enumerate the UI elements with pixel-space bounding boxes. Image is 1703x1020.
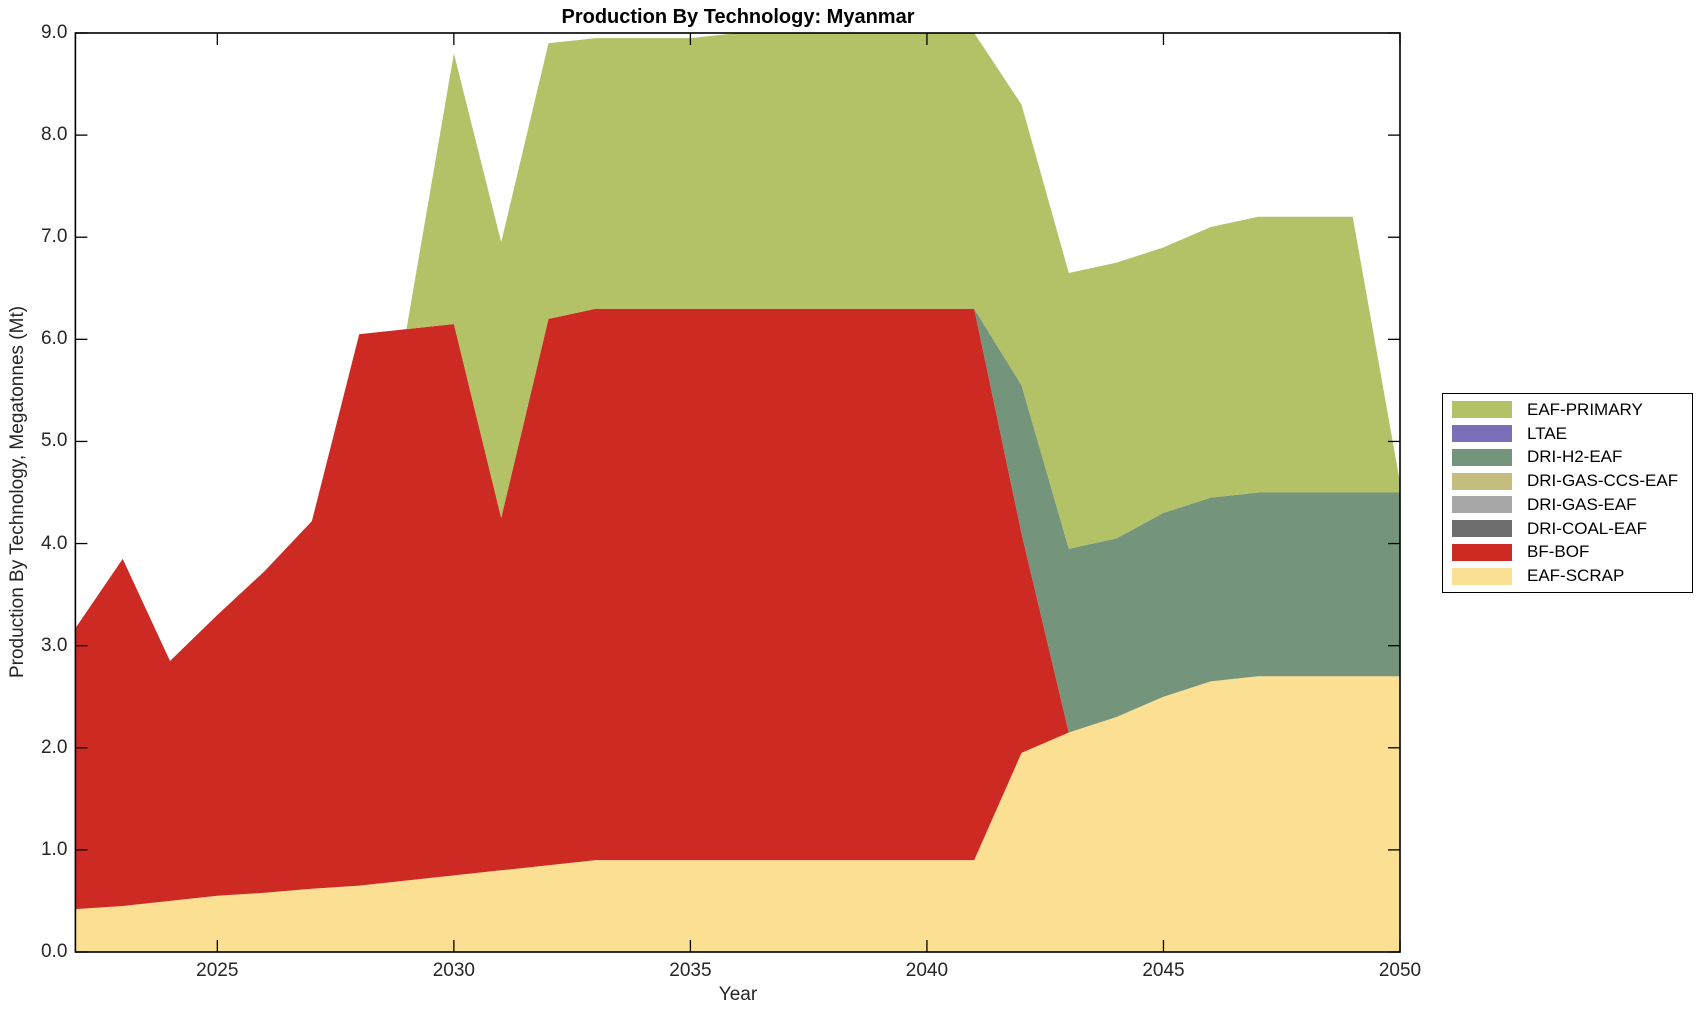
y-tick-label: 3.0 bbox=[40, 634, 68, 656]
legend-label: DRI-GAS-EAF bbox=[1527, 494, 1637, 514]
x-tick-label: 2025 bbox=[196, 960, 239, 981]
x-tick-label: 2030 bbox=[432, 960, 475, 981]
chart-title: Production By Technology: Myanmar bbox=[561, 6, 915, 28]
legend-swatch bbox=[1452, 401, 1512, 419]
y-tick-label: 8.0 bbox=[40, 124, 68, 146]
y-tick-label: 9.0 bbox=[40, 22, 68, 43]
x-tick-label: 2045 bbox=[1142, 960, 1185, 981]
legend-item: LTAE bbox=[1452, 422, 1692, 446]
x-tick-label: 2040 bbox=[905, 960, 949, 981]
y-axis-label: Production By Technology, Megatonnes (Mt… bbox=[7, 305, 28, 679]
y-tick-label: 5.0 bbox=[40, 430, 68, 452]
legend-item: DRI-COAL-EAF bbox=[1452, 517, 1692, 541]
legend-swatch bbox=[1452, 496, 1512, 514]
legend-swatch bbox=[1452, 543, 1512, 561]
y-tick-label: 7.0 bbox=[40, 226, 68, 248]
area-series-bf-bof bbox=[75, 308, 1400, 910]
legend-item: EAF-SCRAP bbox=[1452, 564, 1692, 588]
legend-item: DRI-H2-EAF bbox=[1452, 446, 1692, 470]
x-axis-label: Year bbox=[718, 984, 758, 1005]
x-tick-label: 2035 bbox=[669, 960, 712, 981]
area-series-dri-h2-eaf bbox=[75, 308, 1400, 733]
y-tick-label: 6.0 bbox=[40, 328, 68, 350]
legend-label: LTAE bbox=[1527, 423, 1567, 443]
legend-swatch bbox=[1452, 425, 1512, 443]
legend-swatch bbox=[1452, 472, 1512, 490]
legend-label: EAF-PRIMARY bbox=[1527, 399, 1643, 419]
legend-label: DRI-COAL-EAF bbox=[1527, 518, 1647, 538]
legend-item: DRI-GAS-EAF bbox=[1452, 493, 1692, 517]
y-tick-label: 1.0 bbox=[40, 838, 68, 860]
axes-box bbox=[74, 32, 1401, 953]
legend-item: BF-BOF bbox=[1452, 541, 1692, 565]
legend-item: EAF-PRIMARY bbox=[1452, 398, 1692, 422]
legend-label: DRI-GAS-CCS-EAF bbox=[1527, 471, 1679, 491]
y-tick-label: 0.0 bbox=[40, 941, 68, 962]
legend-label: DRI-H2-EAF bbox=[1527, 447, 1623, 467]
legend-swatch bbox=[1452, 567, 1512, 585]
x-tick-label: 2050 bbox=[1378, 960, 1422, 981]
legend-label: BF-BOF bbox=[1527, 542, 1590, 562]
y-tick-label: 4.0 bbox=[40, 532, 68, 554]
legend: EAF-PRIMARY LTAE DRI-H2-EAF DRI-GAS-CCS-EAF… bbox=[1442, 393, 1693, 593]
legend-swatch bbox=[1452, 448, 1512, 466]
area-series-eaf-primary bbox=[75, 33, 1400, 661]
area-series-eaf-scrap bbox=[75, 676, 1400, 952]
legend-item: DRI-GAS-CCS-EAF bbox=[1452, 469, 1692, 493]
legend-swatch bbox=[1452, 520, 1512, 538]
legend-label: EAF-SCRAP bbox=[1527, 566, 1625, 586]
y-tick-label: 2.0 bbox=[40, 736, 68, 758]
